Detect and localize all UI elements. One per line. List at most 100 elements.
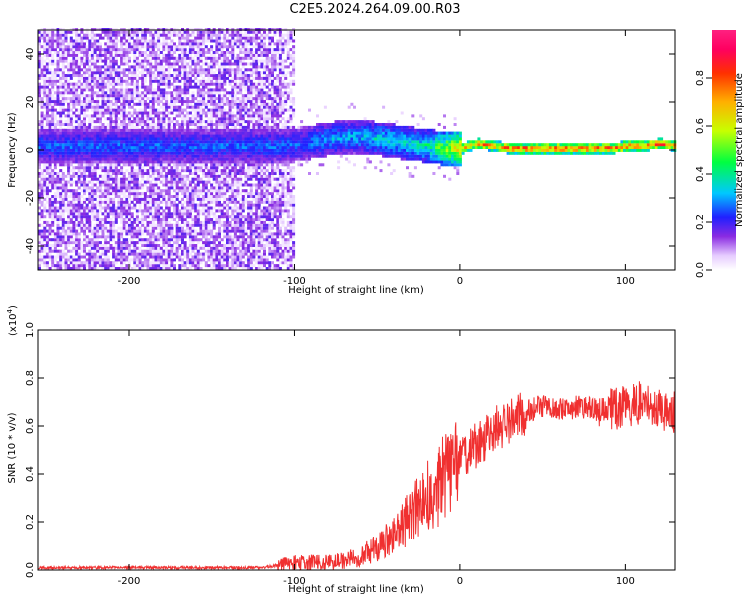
spectrogram-cell (112, 39, 116, 43)
spectrogram-cell (212, 220, 216, 224)
spectrogram-cell (48, 140, 52, 144)
spectrogram-cell (196, 192, 200, 196)
spectrogram-cell (48, 249, 52, 253)
spectrogram-cell (120, 30, 124, 34)
spectrogram-cell (109, 232, 113, 236)
spectrogram-cell (53, 246, 57, 250)
spectrogram-cell (141, 30, 145, 34)
spectrogram-cell (101, 169, 105, 173)
spectrogram-cell (212, 131, 216, 135)
spectrogram-cell (106, 39, 110, 43)
spectrogram-cell (138, 151, 142, 155)
spectrogram-cell (191, 62, 195, 66)
spectrogram-cell (181, 74, 184, 77)
spectrogram-cell (96, 157, 100, 161)
spectrogram-cell (215, 215, 219, 219)
spectrogram-cell (210, 53, 214, 57)
spectrogram-cell (51, 195, 55, 198)
spectrogram-cell (186, 189, 190, 193)
spectrogram-cell (59, 209, 63, 213)
spectrogram-cell (210, 209, 214, 213)
spectrogram-cell (117, 140, 121, 144)
spectrogram-cell (38, 74, 41, 77)
spectrogram-cell (207, 252, 211, 256)
spectrogram-cell (138, 30, 142, 34)
spectrogram-cell (93, 203, 97, 207)
spectrogram-cell (138, 140, 142, 144)
spectrogram-cell (109, 220, 113, 224)
spectrogram-cell (93, 212, 97, 216)
spectrogram-cell (125, 97, 129, 101)
spectrogram-cell (77, 97, 81, 101)
spectrogram-cell (40, 172, 44, 175)
spectrogram-cell (93, 232, 97, 236)
spectrogram-cell (196, 45, 200, 49)
spectrogram-cell (212, 223, 216, 227)
spectrogram-cell (120, 97, 124, 101)
spectrogram-cell (109, 192, 113, 196)
spectrogram-cell (101, 74, 105, 77)
spectrogram-cell (90, 195, 94, 198)
spectrogram-cell (88, 252, 92, 256)
spectrogram-cell (90, 125, 94, 129)
spectrogram-cell (117, 33, 121, 37)
spectrogram-cell (157, 212, 161, 216)
spectrogram-cell (109, 120, 113, 124)
spectrogram-cell (157, 200, 161, 204)
spectrogram-cell (83, 255, 86, 259)
spectrogram-cell (45, 183, 49, 187)
spectrogram-cell (135, 111, 139, 115)
spectrogram-cell (43, 163, 47, 167)
spectrogram-cell (109, 203, 113, 207)
spectrogram-cell (138, 241, 142, 245)
spectrogram-cell (85, 134, 89, 138)
spectrogram-cell (196, 160, 200, 164)
spectrogram-cell (135, 192, 139, 196)
spectrogram-cell (122, 134, 126, 138)
spectrogram-cell (128, 244, 131, 247)
spectrogram-cell (170, 160, 174, 164)
spectrogram-cell (56, 186, 60, 190)
spectrogram-cell (48, 197, 52, 201)
spectrogram-cell (67, 157, 71, 161)
spectrogram-cell (85, 88, 89, 92)
spectrogram-cell (223, 252, 227, 256)
spectrogram-cell (48, 244, 52, 247)
spectrogram-cell (186, 53, 190, 57)
spectrogram-cell (133, 235, 137, 239)
spectrogram-cell (149, 42, 153, 46)
spectrogram-cell (51, 59, 55, 63)
spectrogram-cell (212, 94, 216, 98)
spectrogram-cell (154, 143, 158, 147)
spectrogram-cell (98, 197, 102, 201)
spectrogram-cell (178, 125, 182, 129)
spectrogram-cell (194, 39, 198, 43)
spectrogram-cell (212, 258, 216, 262)
spectrogram-cell (38, 163, 41, 167)
spectrogram-cell (165, 229, 169, 233)
spectrogram-cell (88, 180, 92, 184)
spectrogram-cell (72, 53, 76, 57)
spectrogram-cell (45, 111, 49, 115)
spectrogram-cell (120, 229, 124, 233)
spectrogram-cell (109, 117, 113, 121)
spectrogram-cell (212, 261, 216, 265)
spectrogram-cell (90, 232, 94, 236)
spectrogram-cell (93, 33, 97, 37)
spectrogram-cell (48, 174, 52, 178)
spectrogram-cell (159, 105, 163, 109)
spectrogram-cell (77, 143, 81, 147)
spectrogram-cell (215, 180, 219, 184)
spectrogram-cell (210, 197, 214, 201)
spectrogram-cell (77, 169, 81, 173)
spectrogram-cell (188, 151, 192, 155)
spectrogram-cell (183, 209, 187, 213)
spectrogram-cell (56, 33, 60, 37)
spectrogram-cell (181, 238, 184, 242)
spectrogram-cell (220, 59, 224, 63)
spectrogram-cell (59, 94, 63, 98)
spectrogram-cell (69, 88, 73, 92)
spectrogram-cell (215, 146, 219, 149)
spectrogram-cell (67, 232, 71, 236)
spectrogram-cell (77, 226, 81, 230)
